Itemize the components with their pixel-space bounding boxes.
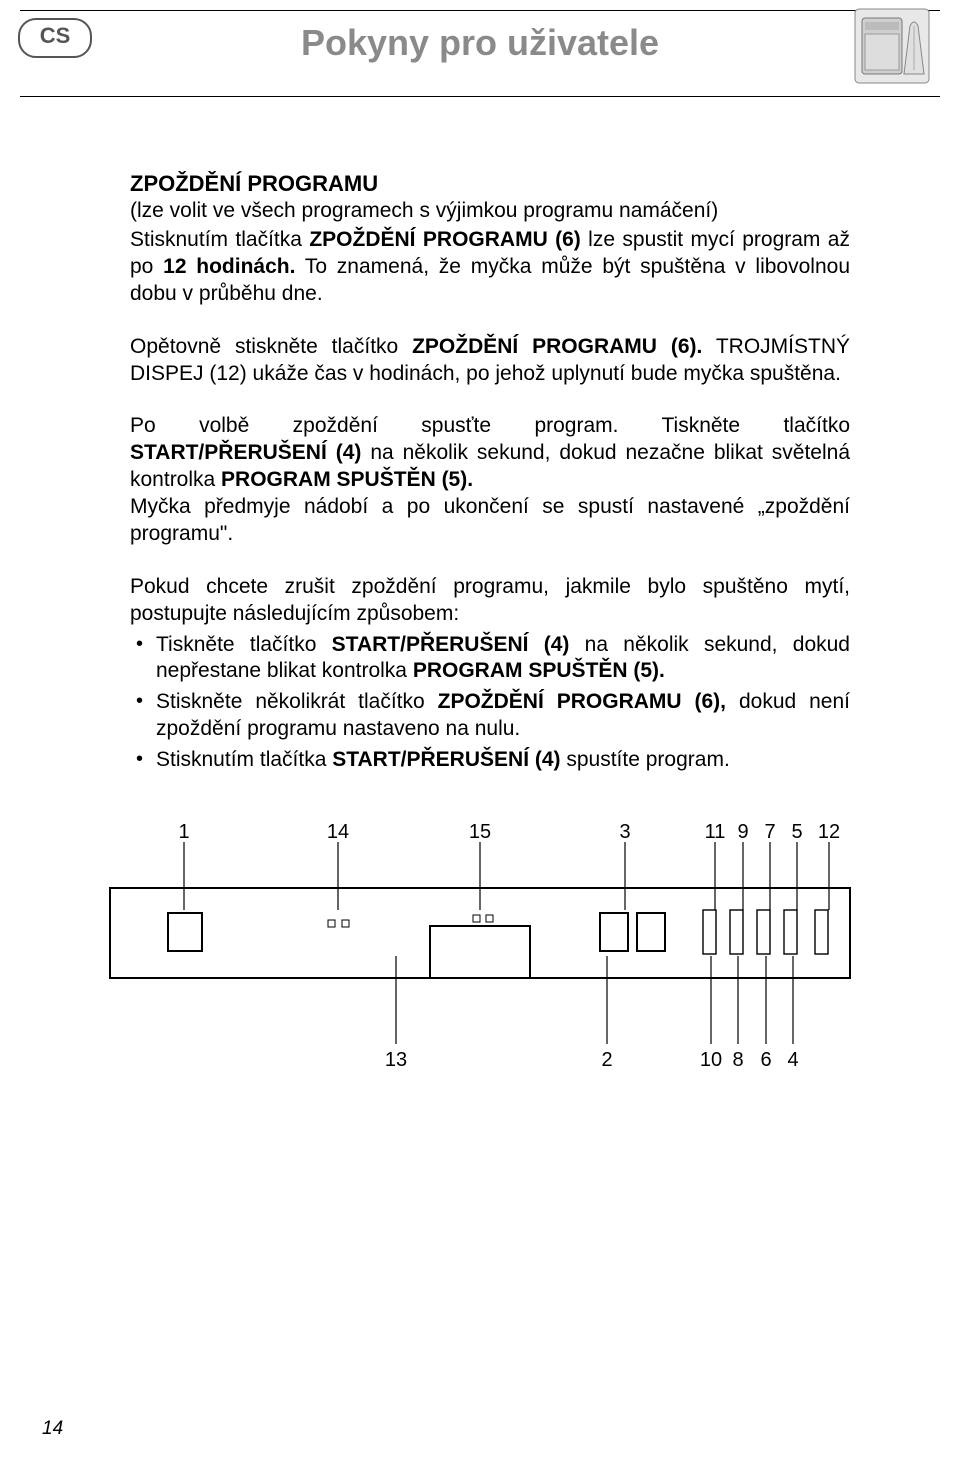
section-heading: ZPOŽDĚNÍ PROGRAMU <box>130 170 850 198</box>
svg-text:12: 12 <box>818 821 840 843</box>
page-header: CS Pokyny pro uživatele <box>0 0 960 110</box>
panel-svg: 1 14 15 3 11 975 12 13 2 10 864 <box>80 818 880 1078</box>
control-panel-diagram: 1 14 15 3 11 975 12 13 2 10 864 <box>0 778 960 1083</box>
paragraph-1: Stisknutím tlačítka ZPOŽDĚNÍ PROGRAMU (6… <box>130 227 850 308</box>
svg-text:15: 15 <box>469 821 491 843</box>
text: spustíte program. <box>561 748 730 771</box>
body-text: ZPOŽDĚNÍ PROGRAMU (lze volit ve všech pr… <box>0 110 960 774</box>
list-item: Stisknutím tlačítka START/PŘERUŠENÍ (4) … <box>130 747 850 774</box>
svg-text:11: 11 <box>705 821 726 843</box>
svg-text:4: 4 <box>787 1049 798 1071</box>
svg-text:5: 5 <box>791 821 802 843</box>
svg-text:7: 7 <box>764 821 775 843</box>
svg-text:1: 1 <box>178 821 189 843</box>
label-hours: 12 hodinách. <box>163 255 295 278</box>
text: Myčka předmyje nádobí a po ukončení se s… <box>130 495 850 545</box>
text: Stiskněte několikrát tlačítko <box>156 690 438 713</box>
label-start-pause: START/PŘERUŠENÍ (4) <box>130 441 361 464</box>
header-rule-bottom <box>20 96 940 97</box>
svg-text:8: 8 <box>732 1049 743 1071</box>
intro-parenthetical: (lze volit ve všech programech s výjimko… <box>130 198 850 225</box>
label-delay-button: ZPOŽDĚNÍ PROGRAMU (6). <box>412 335 702 358</box>
label-delay-button: ZPOŽDĚNÍ PROGRAMU (6), <box>438 690 726 713</box>
list-item: Tiskněte tlačítko START/PŘERUŠENÍ (4) na… <box>130 632 850 686</box>
svg-text:10: 10 <box>700 1049 722 1071</box>
label-delay-button: ZPOŽDĚNÍ PROGRAMU (6) <box>309 228 580 251</box>
text: Po volbě zpoždění spusťte program. Tiskn… <box>130 413 850 440</box>
dishwasher-icon <box>854 8 930 84</box>
svg-text:6: 6 <box>760 1049 771 1071</box>
label-start-pause: START/PŘERUŠENÍ (4) <box>332 633 570 656</box>
label-start-pause: START/PŘERUŠENÍ (4) <box>332 748 560 771</box>
paragraph-4-intro: Pokud chcete zrušit zpoždění programu, j… <box>130 574 850 628</box>
svg-text:13: 13 <box>385 1049 407 1071</box>
paragraph-3: Po volbě zpoždění spusťte program. Tiskn… <box>130 413 850 547</box>
label-program-running: PROGRAM SPUŠTĚN (5). <box>221 468 473 491</box>
svg-text:14: 14 <box>327 821 349 843</box>
svg-text:9: 9 <box>737 821 748 843</box>
cancel-steps-list: Tiskněte tlačítko START/PŘERUŠENÍ (4) na… <box>130 632 850 774</box>
svg-text:2: 2 <box>601 1049 612 1071</box>
text: Stisknutím tlačítka <box>130 228 309 251</box>
manual-page: CS Pokyny pro uživatele ZPOŽDĚNÍ PROGRAM… <box>0 0 960 1474</box>
text: Stisknutím tlačítka <box>156 748 332 771</box>
page-title: Pokyny pro uživatele <box>0 22 960 64</box>
text: Tiskněte tlačítko <box>156 633 332 656</box>
paragraph-2: Opětovně stiskněte tlačítko ZPOŽDĚNÍ PRO… <box>130 334 850 388</box>
list-item: Stiskněte několikrát tlačítko ZPOŽDĚNÍ P… <box>130 689 850 743</box>
header-rule-top <box>20 10 940 11</box>
text: Opětovně stiskněte tlačítko <box>130 335 412 358</box>
page-number: 14 <box>42 1418 63 1440</box>
svg-text:3: 3 <box>619 821 630 843</box>
label-program-running: PROGRAM SPUŠTĚN (5). <box>413 659 665 682</box>
